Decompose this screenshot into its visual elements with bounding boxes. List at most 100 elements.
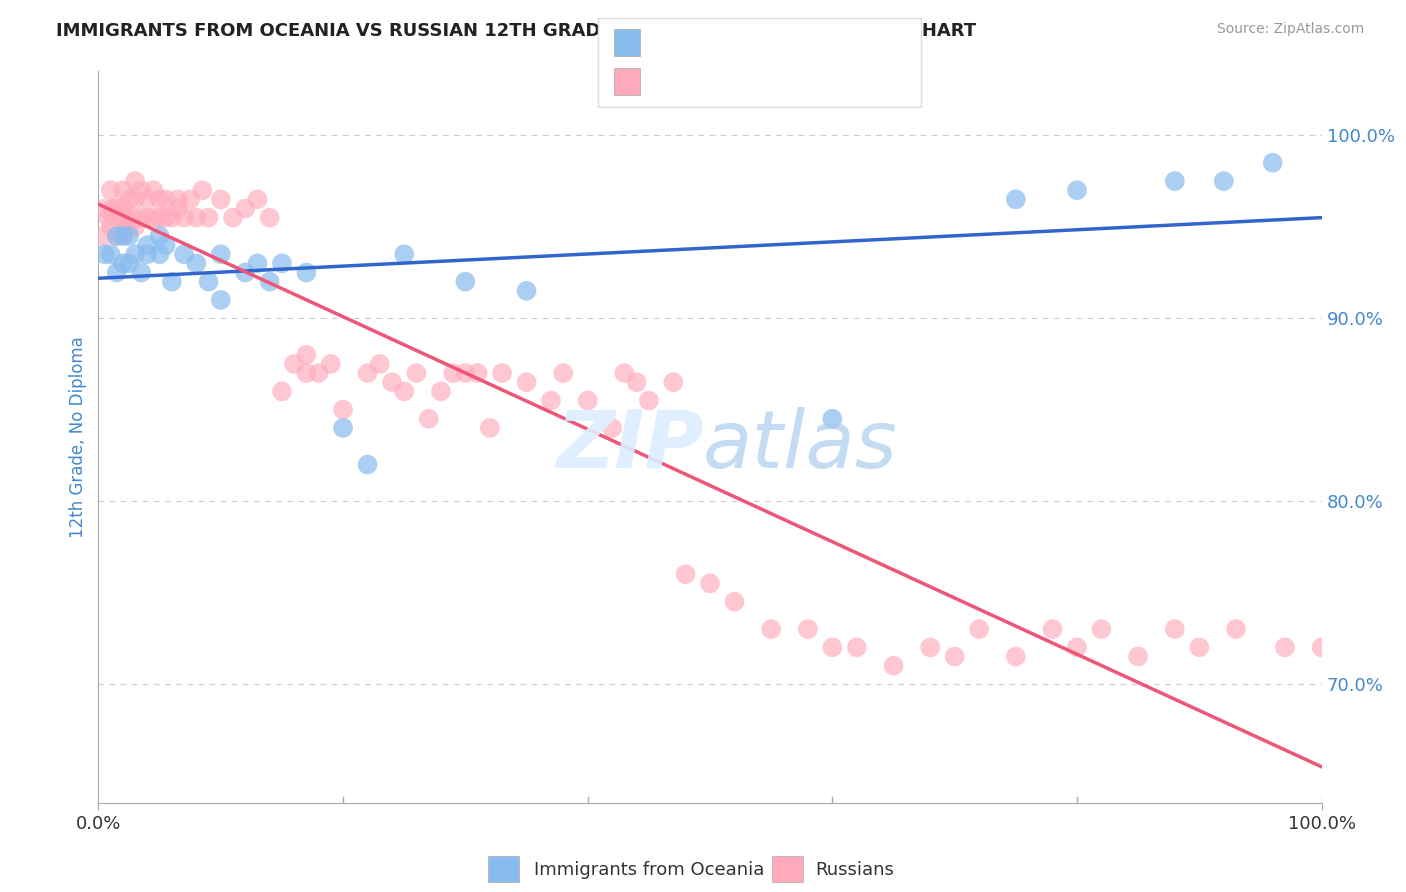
Point	[100, 183, 122, 197]
Point	[418, 411, 440, 425]
Point	[553, 366, 575, 380]
Point	[308, 366, 330, 380]
Point	[441, 366, 464, 380]
Point	[761, 622, 783, 636]
Point	[155, 211, 177, 225]
Point	[142, 211, 165, 225]
Point	[600, 421, 623, 435]
Point	[121, 211, 143, 225]
Point	[129, 265, 152, 279]
Point	[124, 192, 146, 206]
Point	[149, 228, 172, 243]
Point	[105, 228, 128, 243]
Point	[160, 275, 183, 289]
Text: IMMIGRANTS FROM OCEANIA VS RUSSIAN 12TH GRADE, NO DIPLOMA CORRELATION CHART: IMMIGRANTS FROM OCEANIA VS RUSSIAN 12TH …	[56, 22, 976, 40]
Point	[118, 219, 141, 234]
Point	[821, 640, 844, 655]
Point	[1128, 649, 1150, 664]
Point	[1042, 622, 1064, 636]
Point	[1164, 174, 1187, 188]
Text: N = 37: N = 37	[766, 36, 835, 54]
Point	[392, 384, 416, 399]
Point	[110, 211, 132, 225]
Text: ZIP: ZIP	[555, 407, 703, 485]
Point	[454, 275, 477, 289]
Point	[1066, 640, 1088, 655]
Point	[105, 265, 128, 279]
Point	[167, 202, 190, 216]
Point	[845, 640, 868, 655]
Point	[155, 192, 177, 206]
Point	[93, 202, 115, 216]
Point	[1212, 174, 1234, 188]
Point	[124, 247, 146, 261]
Point	[186, 211, 208, 225]
Point	[118, 228, 141, 243]
Point	[332, 402, 354, 417]
Y-axis label: 12th Grade, No Diploma: 12th Grade, No Diploma	[69, 336, 87, 538]
Point	[93, 228, 115, 243]
Point	[675, 567, 697, 582]
Point	[662, 375, 685, 389]
Point	[197, 211, 219, 225]
Point	[699, 576, 721, 591]
Point	[149, 247, 172, 261]
Point	[1004, 649, 1026, 664]
Point	[467, 366, 489, 380]
Point	[136, 238, 159, 252]
Point	[392, 247, 416, 261]
Point	[111, 228, 134, 243]
Point	[209, 192, 232, 206]
Point	[186, 256, 208, 270]
Point	[478, 421, 501, 435]
Point	[124, 219, 146, 234]
Point	[515, 284, 537, 298]
Point	[943, 649, 966, 664]
Point	[93, 247, 115, 261]
Point	[100, 247, 122, 261]
Point	[797, 622, 820, 636]
Point	[613, 366, 636, 380]
Point	[821, 411, 844, 425]
Point	[967, 622, 990, 636]
Point	[283, 357, 305, 371]
Point	[233, 202, 256, 216]
Point	[723, 594, 745, 608]
Point	[381, 375, 404, 389]
Point	[173, 211, 195, 225]
Point	[105, 228, 128, 243]
Point	[626, 375, 648, 389]
Point	[295, 366, 318, 380]
Point	[368, 357, 391, 371]
Text: N = 91: N = 91	[766, 69, 835, 87]
Point	[1274, 640, 1296, 655]
Point	[405, 366, 427, 380]
Point	[319, 357, 342, 371]
Point	[233, 265, 256, 279]
Point	[883, 658, 905, 673]
Point	[136, 211, 159, 225]
Point	[155, 238, 177, 252]
Point	[920, 640, 942, 655]
Point	[1066, 183, 1088, 197]
Point	[136, 247, 159, 261]
Point	[118, 192, 141, 206]
Point	[173, 247, 195, 261]
Point	[111, 183, 134, 197]
Point	[1090, 622, 1112, 636]
Text: R = 0.338: R = 0.338	[650, 36, 748, 54]
Point	[430, 384, 453, 399]
Point	[111, 256, 134, 270]
Point	[1188, 640, 1211, 655]
Point	[515, 375, 537, 389]
Point	[191, 183, 214, 197]
Point	[124, 174, 146, 188]
Point	[222, 211, 245, 225]
Point	[1225, 622, 1247, 636]
Point	[454, 366, 477, 380]
Point	[209, 247, 232, 261]
Point	[1164, 622, 1187, 636]
Point	[160, 211, 183, 225]
Text: atlas: atlas	[703, 407, 898, 485]
Point	[118, 256, 141, 270]
